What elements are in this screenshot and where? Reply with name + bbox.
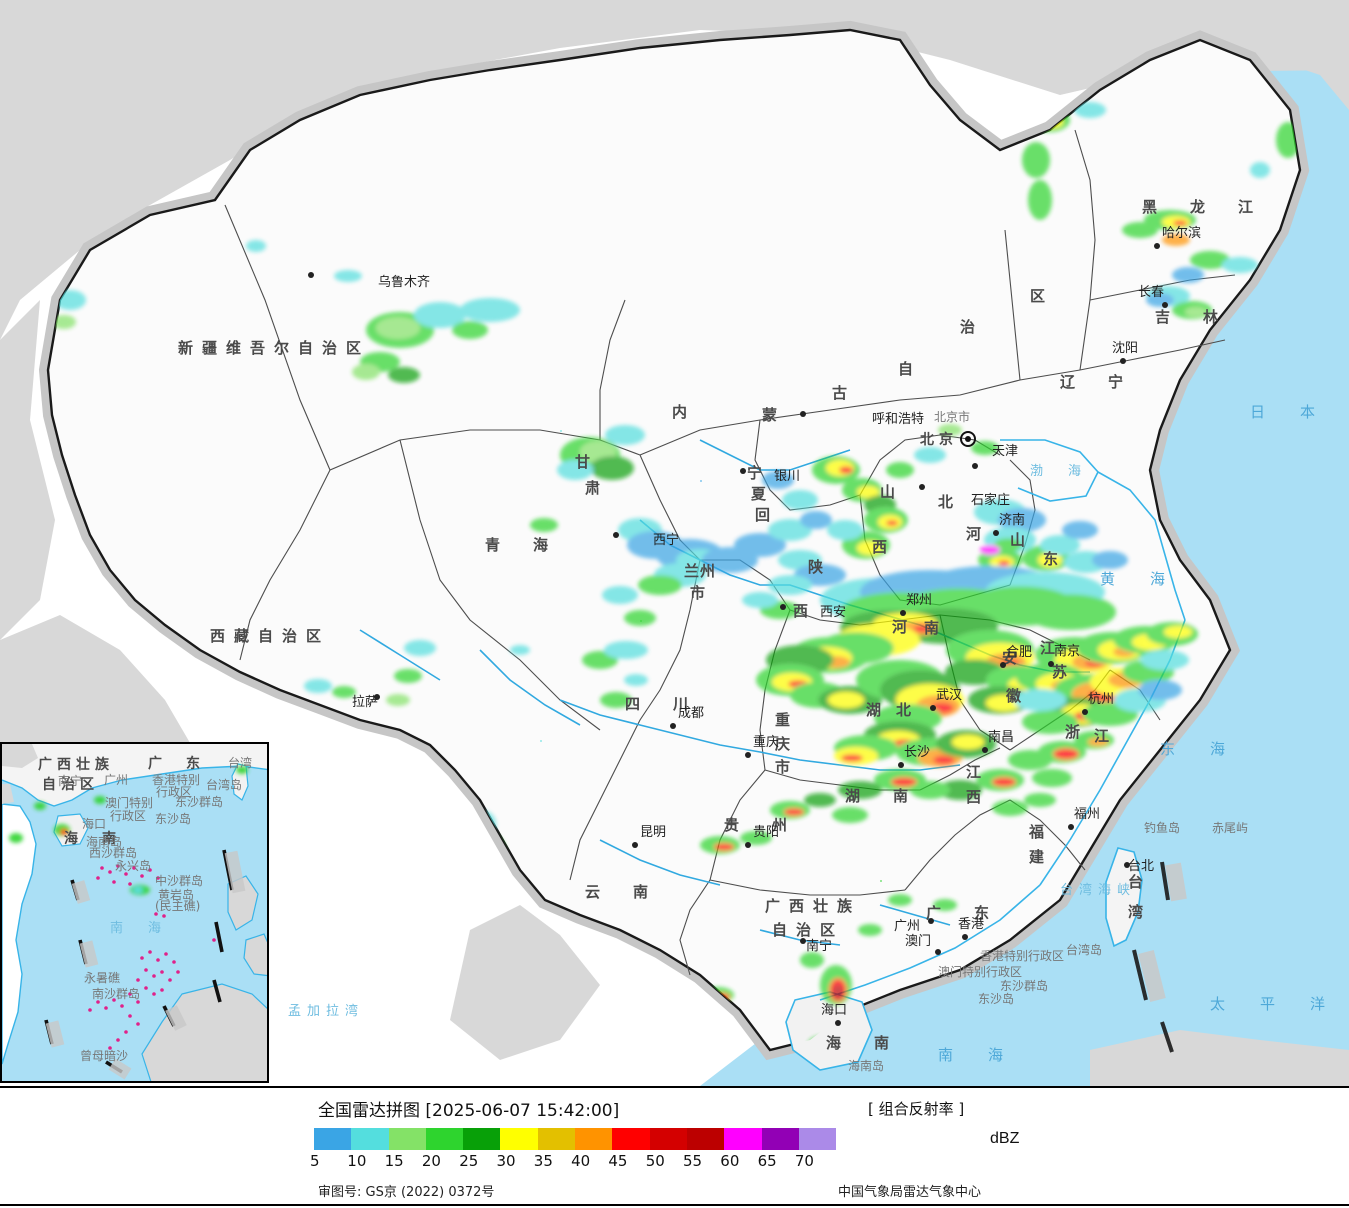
dbz-unit-label: dBZ (990, 1130, 1020, 1147)
tick-20: 20 (421, 1152, 441, 1170)
color-scale-ticks: 5 10 15 20 25 30 35 40 45 50 55 60 65 70 (310, 1152, 1034, 1172)
color-swatch-65 (761, 1128, 799, 1150)
color-scale-bar[interactable] (314, 1128, 837, 1150)
tick-55: 55 (683, 1152, 703, 1170)
city-dot-23 (835, 1020, 841, 1026)
color-swatch-60 (724, 1128, 762, 1150)
tick-25: 25 (459, 1152, 479, 1170)
bottom-divider (0, 1204, 1349, 1206)
color-swatch-5 (314, 1128, 352, 1150)
reef-markers (88, 864, 216, 1050)
map-approval-number: 审图号: GS京 (2022) 0372号 (318, 1185, 495, 1200)
city-dot-26 (1120, 358, 1126, 364)
city-dot-12 (993, 530, 999, 536)
city-dot-20 (1068, 824, 1074, 830)
tick-5: 5 (310, 1152, 320, 1170)
city-dot-7 (745, 752, 751, 758)
issuing-agency: 中国气象局雷达气象中心 (838, 1185, 982, 1200)
city-dot-4 (800, 411, 806, 417)
color-swatch-10 (351, 1128, 389, 1150)
city-dot-22 (800, 938, 806, 944)
city-dot-28 (935, 949, 941, 955)
city-dot-29 (1124, 862, 1130, 868)
city-dot-5 (780, 604, 786, 610)
tick-45: 45 (608, 1152, 628, 1170)
legend-product-type: [ 组合反射率 ] (868, 1100, 965, 1118)
city-dot-0 (308, 272, 314, 278)
color-swatch-25 (463, 1128, 501, 1150)
tick-65: 65 (757, 1152, 777, 1170)
city-dot-1 (374, 694, 380, 700)
color-swatch-55 (686, 1128, 725, 1150)
inset-hainan (53, 813, 89, 847)
city-dot-27 (962, 934, 968, 940)
china-radar-map[interactable]: 新疆维吾尔自治区 西藏自治区青 海四 川云 南甘肃广西壮族 自治区黑 龙 江吉 林辽… (0, 0, 1349, 1086)
capital-marker-beijing (960, 431, 976, 447)
color-swatch-15 (388, 1128, 426, 1150)
city-dot-19 (898, 762, 904, 768)
nine-dash-shadow (45, 850, 246, 1080)
city-dot-11 (972, 463, 978, 469)
city-dot-3 (740, 468, 746, 474)
inset-indochina (2, 803, 37, 1065)
tick-60: 60 (720, 1152, 740, 1170)
legend-title: 全国雷达拼图 [2025-06-07 15:42:00] (318, 1101, 620, 1121)
color-swatch-50 (649, 1128, 687, 1150)
color-swatch-30 (500, 1128, 538, 1150)
south-china-sea-inset[interactable] (0, 742, 269, 1083)
city-dot-17 (1082, 709, 1088, 715)
city-dot-9 (745, 842, 751, 848)
color-swatch-35 (537, 1128, 576, 1150)
sea-dash-marks (1132, 861, 1174, 1053)
color-swatch-20 (425, 1128, 464, 1150)
inset-mainland (2, 744, 267, 806)
inset-coast (2, 765, 267, 807)
city-dot-13 (900, 610, 906, 616)
taiwan-island (1105, 847, 1143, 948)
city-dot-8 (632, 842, 638, 848)
tick-35: 35 (533, 1152, 553, 1170)
tick-50: 50 (645, 1152, 665, 1170)
tick-15: 15 (384, 1152, 404, 1170)
city-dot-2 (613, 532, 619, 538)
city-dot-14 (930, 705, 936, 711)
tick-30: 30 (496, 1152, 516, 1170)
tick-10: 10 (347, 1152, 367, 1170)
radar-echo-layer (52, 102, 1300, 1050)
city-dot-18 (982, 747, 988, 753)
sea-dash-shadow (1138, 862, 1187, 1002)
city-dot-15 (1000, 662, 1006, 668)
color-swatch-40 (575, 1128, 613, 1150)
inset-geometry (2, 744, 267, 1081)
color-swatch-45 (612, 1128, 650, 1150)
legend-header: 全国雷达拼图 [2025-06-07 15:42:00] [ 组合反射率 ] (0, 1088, 1349, 1122)
city-dot-10 (919, 484, 925, 490)
city-dot-21 (928, 918, 934, 924)
tick-70: 70 (794, 1152, 814, 1170)
tick-40: 40 (571, 1152, 591, 1170)
city-dot-6 (670, 723, 676, 729)
color-swatch-70 (798, 1128, 837, 1150)
city-dot-24 (1154, 243, 1160, 249)
city-dot-16 (1048, 661, 1054, 667)
city-dot-25 (1162, 302, 1168, 308)
